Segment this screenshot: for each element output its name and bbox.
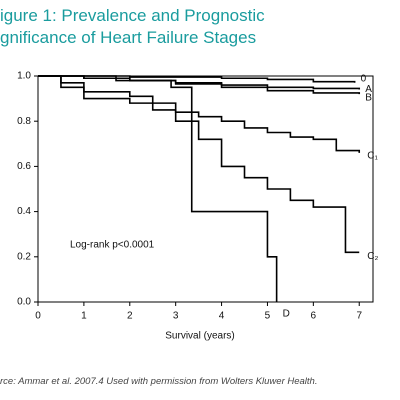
survival-curve (38, 75, 278, 302)
y-tick-label: 0.2 (17, 251, 31, 262)
survival-curve (38, 75, 360, 254)
curve-label: C₂ (367, 251, 378, 262)
title-line: igure 1: Prevalence and Prognostic (0, 6, 265, 25)
x-tick-label: 5 (265, 311, 271, 322)
curve-label: B (365, 93, 372, 104)
x-tick-label: 6 (311, 311, 317, 322)
y-tick-label: 1.0 (17, 71, 31, 82)
title-line: gnificance of Heart Failure Stages (0, 28, 257, 47)
curve-label: C₁ (367, 150, 378, 161)
x-tick-label: 7 (356, 311, 362, 322)
curve-label: 0 (361, 73, 367, 84)
curve-label: D (283, 309, 290, 320)
x-tick-label: 3 (173, 311, 179, 322)
y-tick-label: 0.8 (17, 116, 31, 127)
x-tick-label: 1 (81, 311, 87, 322)
annotation: Log-rank p<0.0001 (70, 240, 155, 251)
chart: Survival (years) Log-rank p<0.0001 0.0 0.… (17, 71, 378, 342)
y-tick-label: 0.6 (17, 161, 31, 172)
survival-curve (38, 75, 356, 83)
x-tick-label: 4 (219, 311, 225, 322)
x-axis-label: Survival (years) (165, 331, 234, 342)
y-tick-label: 0.0 (17, 297, 31, 308)
source: rce: Ammar et al. 2007.4 Used with permi… (0, 376, 318, 387)
curve-label: A (365, 84, 372, 95)
x-tick-label: 0 (35, 311, 41, 322)
survival-curve (38, 75, 361, 153)
survival-curve (38, 75, 361, 95)
plot-frame (37, 75, 374, 303)
x-tick-label: 2 (127, 311, 133, 322)
y-tick-label: 0.4 (17, 206, 31, 217)
